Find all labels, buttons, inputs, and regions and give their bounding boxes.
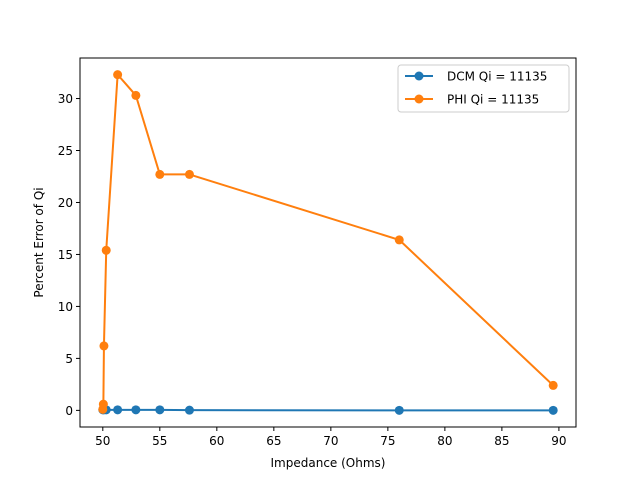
- series-line-dcm: [102, 408, 554, 412]
- legend-box: [397, 64, 570, 113]
- y-axis-ticks: 0 5 10 15 20 25 30: [58, 92, 80, 418]
- data-point-dcm: [184, 405, 194, 415]
- data-point-phi: [113, 70, 123, 80]
- x-tick-label: 75: [380, 434, 395, 448]
- data-point-phi: [98, 399, 108, 409]
- legend-marker-phi: [414, 94, 424, 104]
- data-point-dcm: [113, 405, 123, 415]
- x-tick-label: 80: [437, 434, 452, 448]
- data-point-dcm: [155, 405, 165, 415]
- x-axis-ticks: 50 55 60 65 70 75 80 85 90: [95, 427, 567, 448]
- x-tick-label: 55: [152, 434, 167, 448]
- axes-frame: [79, 57, 577, 428]
- data-point-phi: [184, 169, 194, 179]
- x-tick-label: 60: [209, 434, 224, 448]
- data-point-phi: [394, 235, 404, 245]
- data-point-dcm: [394, 405, 404, 415]
- y-tick-label: 0: [65, 404, 73, 418]
- series-line-phi: [101, 73, 554, 410]
- series-layer: [98, 70, 558, 415]
- x-tick-label: 65: [266, 434, 281, 448]
- y-tick-label: 5: [65, 352, 73, 366]
- x-tick-label: 85: [494, 434, 509, 448]
- data-point-phi: [548, 380, 558, 390]
- y-tick-label: 10: [58, 300, 73, 314]
- data-point-phi: [101, 245, 111, 255]
- series-phi: [98, 70, 558, 414]
- y-tick-label: 30: [58, 92, 73, 106]
- legend: DCM Qi = 11135 PHI Qi = 11135: [397, 64, 570, 113]
- y-axis-label: Percent Error of Qi: [32, 187, 46, 297]
- data-point-dcm: [131, 405, 141, 415]
- legend-marker-dcm: [414, 71, 424, 81]
- x-tick-label: 70: [323, 434, 338, 448]
- x-axis-label: Impedance (Ohms): [271, 456, 386, 470]
- x-tick-label: 50: [95, 434, 110, 448]
- data-point-phi: [99, 341, 109, 351]
- y-tick-label: 15: [58, 248, 73, 262]
- x-tick-label: 90: [551, 434, 566, 448]
- legend-label-dcm: DCM Qi = 11135: [447, 70, 547, 84]
- y-tick-label: 25: [58, 144, 73, 158]
- y-tick-label: 20: [58, 196, 73, 210]
- data-point-phi: [131, 90, 141, 100]
- data-point-dcm: [548, 405, 558, 415]
- plot-area: [79, 57, 577, 428]
- data-point-phi: [155, 169, 165, 179]
- legend-label-phi: PHI Qi = 11135: [447, 93, 539, 107]
